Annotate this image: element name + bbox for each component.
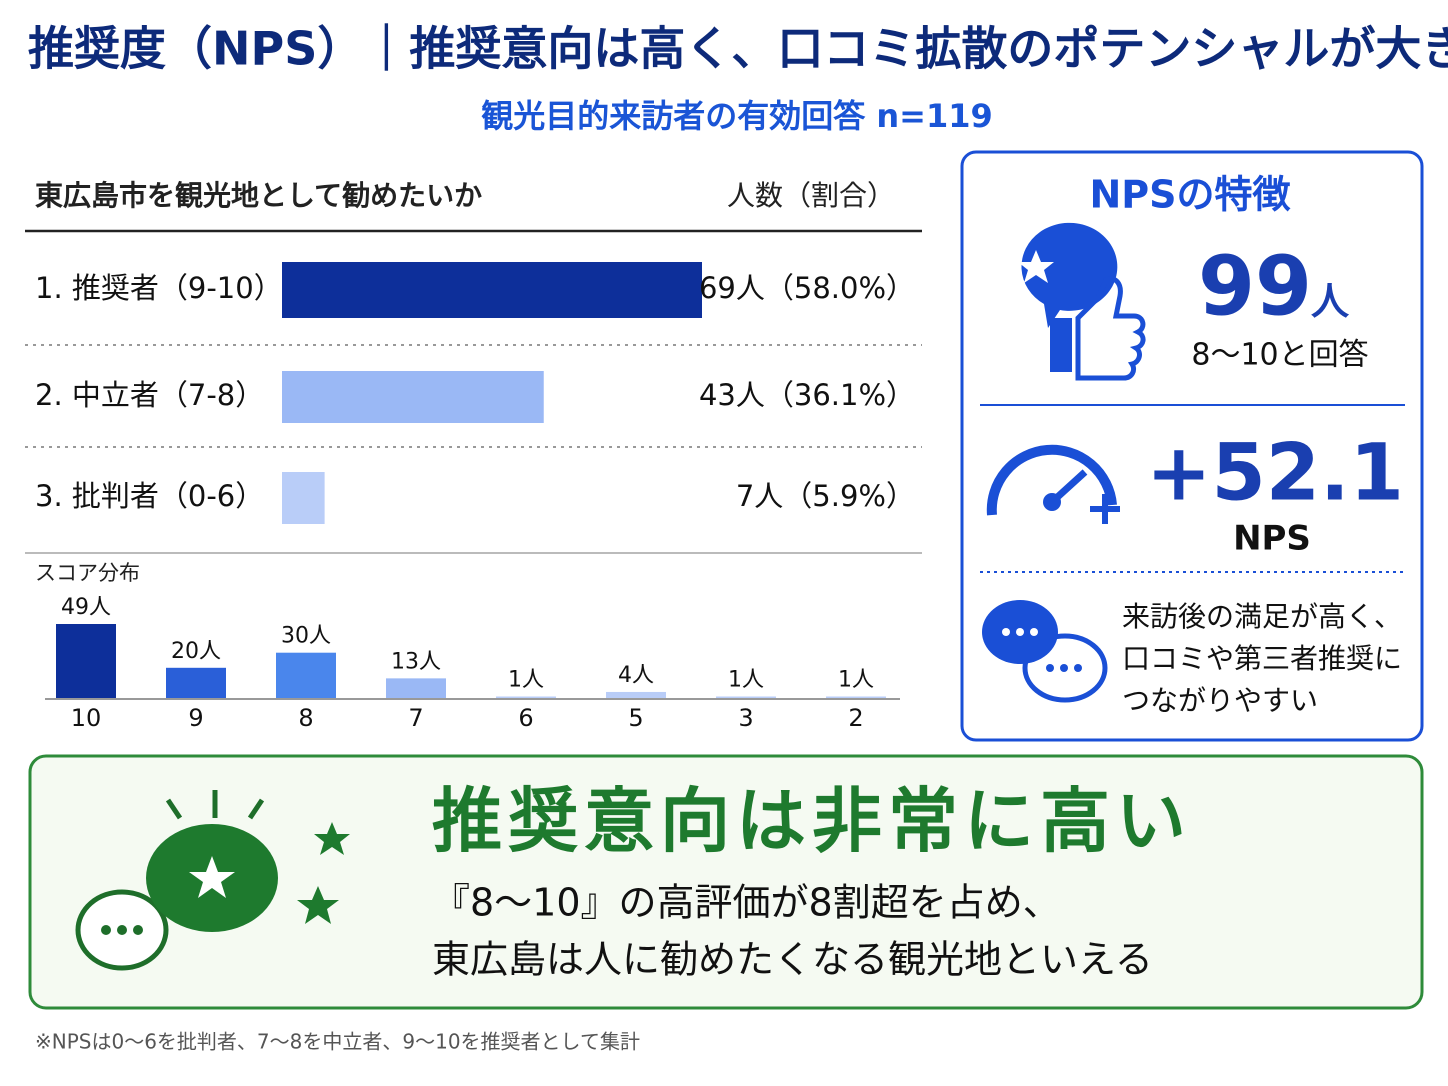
promoter-count: 99 [1198,239,1312,334]
x-tick-label: 6 [518,704,533,732]
promoter-unit: 人 [1311,280,1350,324]
thumb-icon [1018,222,1146,381]
banner-line: 東広島は人に勧めたくなる観光地といえる [432,938,1153,982]
chat-icon [982,600,1108,703]
category-label: 1. 推奨者（9-10） [35,271,283,305]
value-label: 20人 [171,639,221,664]
panel-line: つながりやすい [1122,684,1318,717]
bar [56,624,116,698]
bar [606,691,666,698]
value-label: 43人（36.1%） [699,378,915,412]
banner-line: 『8～10』の高評価が8割超を占め、 [432,881,1061,925]
footnote: ※NPSは0～6を批判者、7～8を中立者、9～10を推奨者として集計 [35,1030,640,1054]
panel-line: 口コミや第三者推奨に [1122,642,1402,675]
bar [716,696,776,698]
x-tick-label: 10 [71,704,102,732]
bar [282,472,325,524]
x-tick-label: 7 [408,704,423,732]
value-label: 49人 [61,595,111,620]
x-tick-label: 9 [188,704,203,732]
nps-score: +52.1 [1146,428,1404,518]
category-label: 3. 批判者（0-6） [35,479,264,513]
page-title: 推奨度（NPS）｜推奨意向は高く、口コミ拡散のポテンシャルが大きい [28,22,1448,76]
panel-line: 来訪後の満足が高く、 [1122,600,1402,633]
value-label: 69人（58.0%） [699,271,915,305]
page-subtitle: 観光目的来訪者の有効回答 n=119 [481,97,993,135]
value-label: 1人 [838,667,874,692]
bar [826,696,886,698]
value-label: 30人 [281,624,331,649]
value-label: 13人 [391,649,441,674]
bar [166,667,226,698]
panel-title: NPSの特徴 [1089,173,1291,217]
x-tick-label: 5 [628,704,643,732]
nps-label: NPS [1233,519,1311,559]
promoter-note: 8～10と回答 [1191,338,1368,373]
banner [28,754,1424,1010]
value-label: 4人 [618,663,654,688]
banner-headline: 推奨意向は非常に高い [432,780,1192,862]
chart-title: 東広島市を観光地として勧めたいか [35,179,482,212]
bar [282,262,702,318]
x-tick-label: 3 [738,704,753,732]
gauge-icon [986,444,1120,524]
bar [386,678,446,698]
x-tick-label: 8 [298,704,313,732]
value-header: 人数（割合） [727,179,895,212]
bar [496,696,556,698]
banner-icon [75,790,350,971]
bar [276,652,336,698]
chart-title: スコア分布 [35,561,140,585]
category-label: 2. 中立者（7-8） [35,378,264,412]
value-label: 1人 [728,667,764,692]
x-tick-label: 2 [848,704,863,732]
value-label: 7人（5.9%） [736,479,915,513]
bar [282,371,544,423]
value-label: 1人 [508,667,544,692]
